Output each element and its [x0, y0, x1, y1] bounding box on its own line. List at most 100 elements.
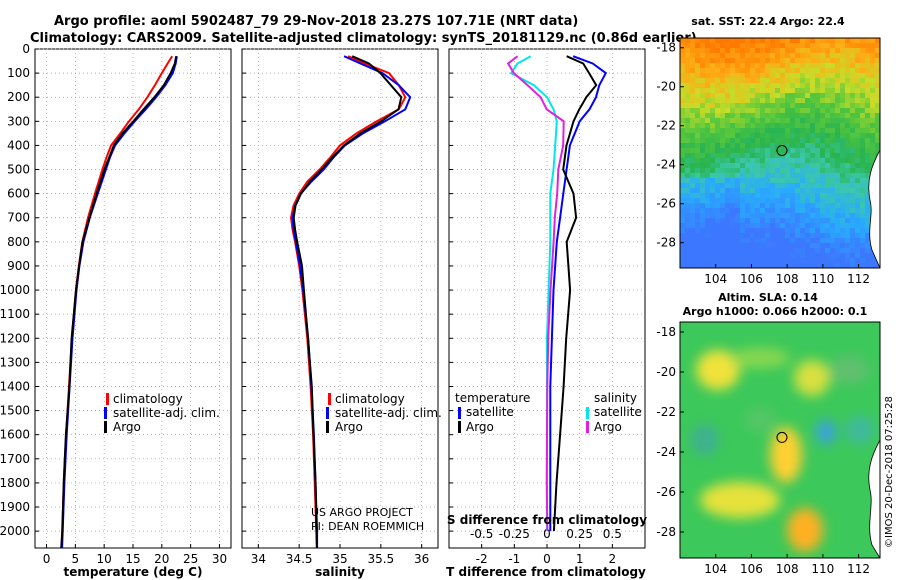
sst-cell	[725, 43, 731, 49]
sst-cell	[800, 223, 806, 229]
sst-cell	[790, 163, 796, 169]
sst-cell	[870, 113, 876, 119]
sst-cell	[715, 58, 721, 64]
sst-cell	[830, 228, 836, 234]
sst-cell	[720, 248, 726, 254]
sst-cell	[805, 233, 811, 239]
sst-cell	[805, 123, 811, 129]
sst-cell	[705, 53, 711, 59]
sst-cell	[770, 53, 776, 59]
sst-cell	[845, 53, 851, 59]
sst-cell	[830, 248, 836, 254]
sst-cell	[740, 158, 746, 164]
sst-cell	[780, 208, 786, 214]
sst-cell	[835, 73, 841, 79]
sst-cell	[770, 78, 776, 84]
sst-cell	[790, 188, 796, 194]
sst-cell	[860, 188, 866, 194]
sst-cell	[870, 53, 876, 59]
sst-cell	[795, 203, 801, 209]
sst-cell	[800, 193, 806, 199]
sst-cell	[810, 253, 816, 259]
sst-cell	[855, 158, 861, 164]
sst-cell	[785, 213, 791, 219]
sst-cell	[780, 218, 786, 224]
sst-cell	[720, 253, 726, 259]
sst-cell	[785, 83, 791, 89]
sst-cell	[765, 58, 771, 64]
sst-cell	[770, 208, 776, 214]
sst-cell	[725, 58, 731, 64]
sst-cell	[735, 223, 741, 229]
sst-cell	[795, 103, 801, 109]
map-y-tick-label: -26	[656, 485, 676, 499]
sst-cell	[795, 198, 801, 204]
sst-cell	[800, 48, 806, 54]
sst-cell	[780, 83, 786, 89]
sst-cell	[760, 243, 766, 249]
sst-cell	[780, 108, 786, 114]
sst-cell	[685, 148, 691, 154]
sst-cell	[720, 58, 726, 64]
sst-cell	[820, 233, 826, 239]
sst-cell	[845, 158, 851, 164]
sst-cell	[790, 68, 796, 74]
sst-cell	[760, 113, 766, 119]
sst-cell	[850, 183, 856, 189]
sst-cell	[695, 173, 701, 179]
y-tick-label: 1900	[0, 500, 30, 514]
sst-cell	[800, 53, 806, 59]
sst-cell	[755, 168, 761, 174]
sst-cell	[695, 43, 701, 49]
sst-cell	[695, 123, 701, 129]
sst-cell	[725, 138, 731, 144]
sst-cell	[840, 223, 846, 229]
sst-cell	[820, 248, 826, 254]
sst-cell	[725, 88, 731, 94]
sst-cell	[690, 228, 696, 234]
sst-cell	[825, 118, 831, 124]
sst-cell	[790, 98, 796, 104]
sst-cell	[740, 88, 746, 94]
sst-cell	[855, 228, 861, 234]
sst-cell	[730, 123, 736, 129]
sst-cell	[780, 43, 786, 49]
sst-cell	[805, 193, 811, 199]
sst-cell	[815, 118, 821, 124]
sst-cell	[855, 63, 861, 69]
sst-cell	[720, 148, 726, 154]
x-tick-label: 30	[212, 552, 227, 566]
sst-cell	[765, 173, 771, 179]
sst-cell	[725, 113, 731, 119]
sst-cell	[845, 98, 851, 104]
sst-cell	[700, 103, 706, 109]
sst-cell	[800, 138, 806, 144]
sst-cell	[860, 193, 866, 199]
sst-cell	[800, 168, 806, 174]
sst-cell	[865, 88, 871, 94]
sst-cell	[750, 158, 756, 164]
sst-cell	[710, 193, 716, 199]
coastline	[868, 149, 880, 268]
sst-cell	[870, 118, 876, 124]
sst-cell	[830, 48, 836, 54]
sst-cell	[720, 238, 726, 244]
sst-cell	[860, 123, 866, 129]
sst-cell	[860, 88, 866, 94]
sst-cell	[705, 78, 711, 84]
sst-cell	[875, 148, 880, 154]
sst-cell	[735, 63, 741, 69]
sst-cell	[790, 138, 796, 144]
sst-cell	[830, 63, 836, 69]
sst-cell	[810, 198, 816, 204]
sst-cell	[680, 178, 686, 184]
sst-cell	[860, 243, 866, 249]
sst-cell	[810, 168, 816, 174]
sst-cell	[760, 118, 766, 124]
sst-cell	[785, 98, 791, 104]
sst-cell	[770, 123, 776, 129]
sst-cell	[855, 153, 861, 159]
sst-cell	[815, 123, 821, 129]
sst-cell	[775, 143, 781, 149]
sst-cell	[740, 233, 746, 239]
